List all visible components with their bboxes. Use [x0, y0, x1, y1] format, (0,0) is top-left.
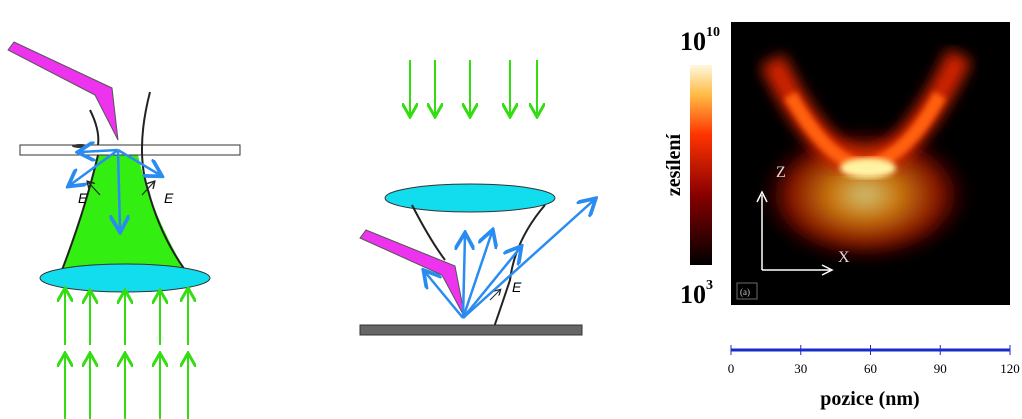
x-tick-label: 120 [1000, 361, 1020, 376]
heatmap: (a) Z X [731, 22, 1010, 305]
x-tick-label: 60 [864, 361, 877, 376]
x-tick-label: 30 [794, 361, 807, 376]
colorbar-label: zesílení [663, 133, 685, 196]
x-axis: pozice (nm) 0 30 60 90 120 [728, 345, 1020, 410]
field-label: E [78, 190, 88, 206]
field-label: E [512, 279, 522, 295]
colorbar-min: 103 [680, 278, 713, 309]
figure: E E E (a) Z X 1010 103 zesílení pozice (… [0, 0, 1022, 419]
panel-label: (a) [740, 287, 750, 297]
field-label: E [164, 190, 174, 206]
colorbar-max: 1010 [680, 25, 720, 56]
x-tick-label: 0 [728, 361, 735, 376]
x-tick-label: 90 [934, 361, 947, 376]
left-diagram: E E [8, 42, 240, 419]
x-axis-label: pozice (nm) [820, 388, 919, 410]
axis-label: X [838, 249, 850, 266]
middle-diagram: E [360, 60, 594, 335]
axis-label: Z [776, 164, 786, 181]
colorbar: 1010 103 zesílení [663, 25, 720, 309]
